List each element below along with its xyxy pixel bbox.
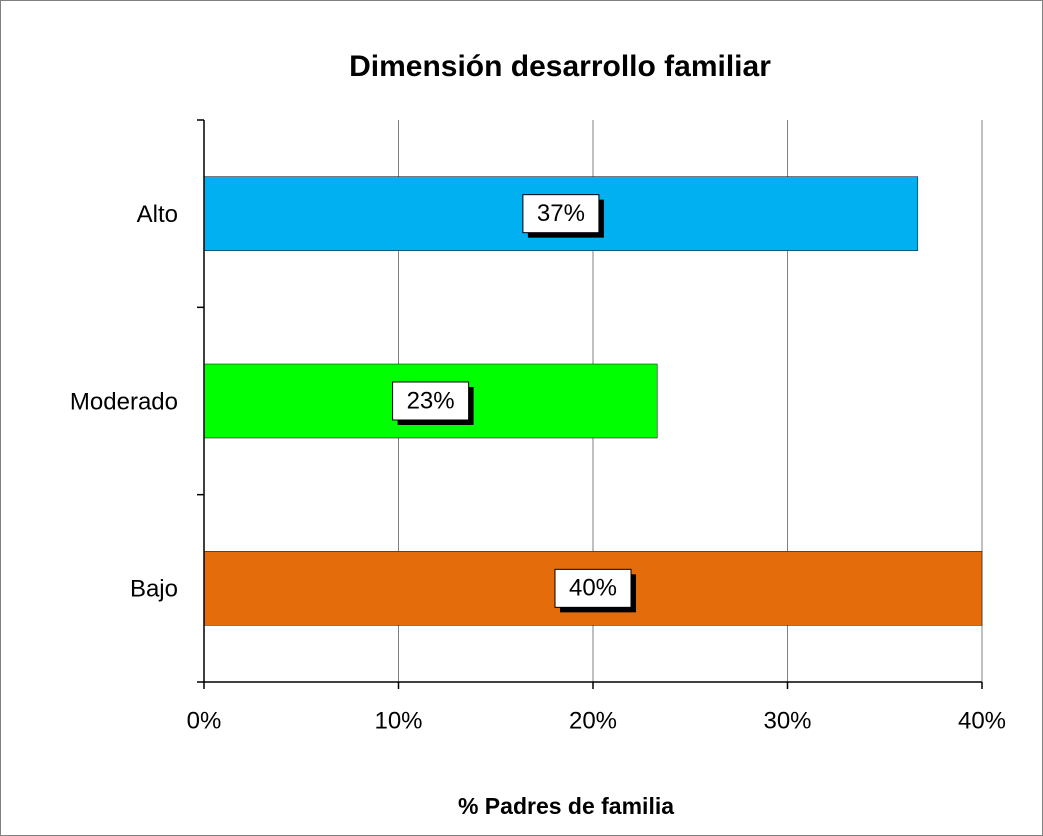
x-tick-label: 40% [958, 707, 1006, 734]
data-label-box [522, 194, 600, 234]
data-label: 37% [537, 200, 585, 227]
x-axis-label: % Padres de familia [458, 793, 674, 819]
x-tick-label: 20% [569, 707, 617, 734]
data-label-box [554, 568, 632, 608]
chart-title: Dimensión desarrollo familiar [349, 50, 771, 83]
x-tick-label: 30% [763, 707, 811, 734]
y-tick-label: Alto [137, 201, 178, 228]
y-tick-label: Moderado [70, 388, 178, 415]
data-label-box [392, 381, 470, 421]
x-tick-label: 0% [187, 707, 222, 734]
x-tick-label: 10% [374, 707, 422, 734]
data-label: 40% [569, 575, 617, 602]
data-label: 23% [407, 387, 455, 414]
y-tick-label: Bajo [130, 576, 178, 603]
